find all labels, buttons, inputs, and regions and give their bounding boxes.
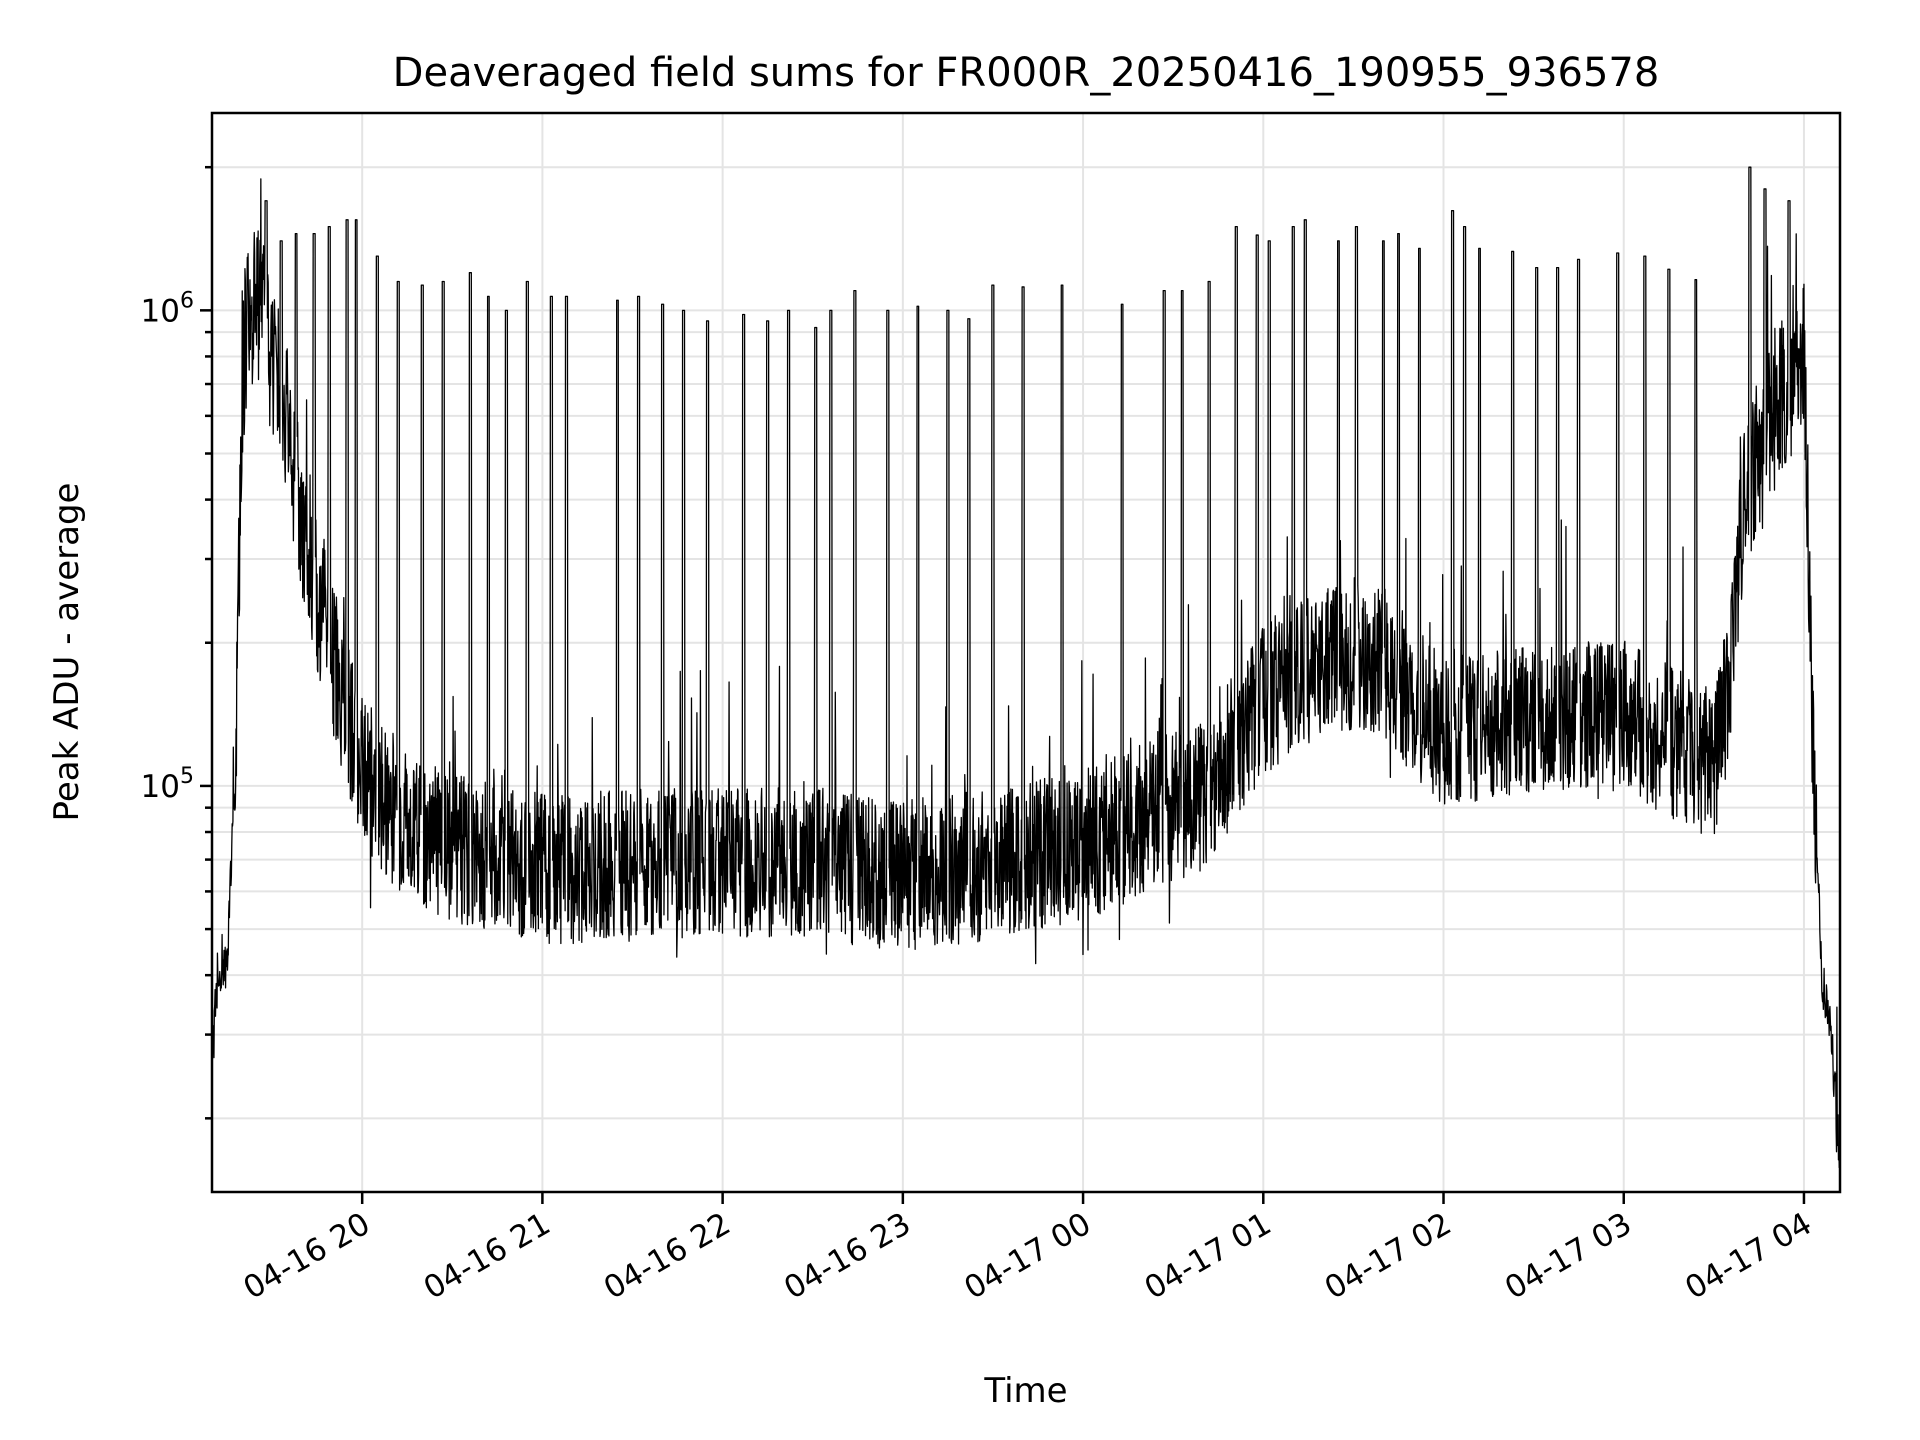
series-line	[211, 166, 1841, 1172]
chart-title: Deaveraged field sums for FR000R_2025041…	[393, 50, 1660, 96]
y-axis-label: Peak ADU - average	[47, 483, 87, 822]
plot-frame	[210, 111, 1842, 1194]
series-group	[211, 166, 1841, 1172]
x-axis-label: Time	[983, 1371, 1067, 1411]
